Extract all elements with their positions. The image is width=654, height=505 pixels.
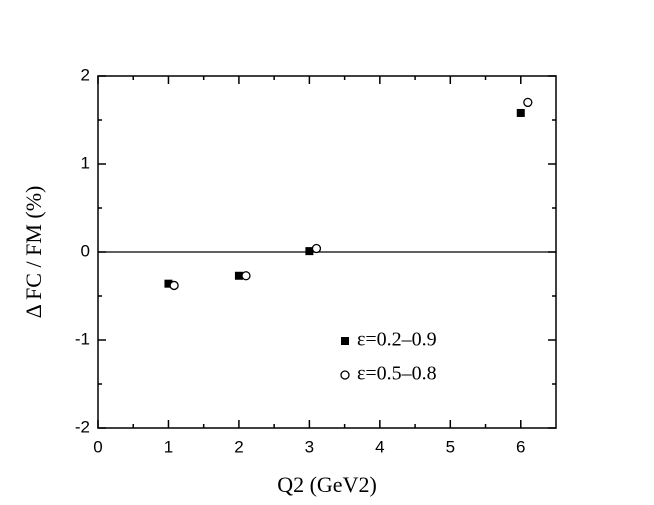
data-point [234, 271, 243, 280]
x-tick-label: 5 [446, 437, 455, 456]
y-tick-label: -2 [75, 417, 90, 436]
data-point [516, 108, 525, 117]
data-point [164, 279, 173, 288]
x-tick-label: 6 [516, 437, 525, 456]
y-tick-label: 1 [81, 153, 90, 172]
data-point [169, 280, 179, 291]
legend-label: ε=0.5–0.8 [357, 363, 437, 385]
legend-marker [341, 337, 349, 345]
x-tick-label: 2 [234, 437, 243, 456]
y-tick-label: -1 [75, 329, 90, 348]
x-axis-label: Q2 (GeV2) [277, 472, 377, 497]
x-tick-label: 4 [375, 437, 384, 456]
data-point [305, 247, 314, 256]
data-point [311, 243, 322, 254]
y-tick-label: 0 [81, 241, 90, 260]
data-point [241, 271, 251, 281]
x-tick-label: 1 [164, 437, 173, 456]
y-axis-label: Δ FC / FM (%) [21, 186, 46, 319]
legend-marker [340, 370, 350, 380]
x-tick-label: 3 [305, 437, 314, 456]
data-point [523, 97, 533, 108]
x-tick-label: 0 [93, 437, 102, 456]
legend-label: ε=0.2–0.9 [357, 329, 437, 351]
y-tick-label: 2 [81, 65, 90, 84]
